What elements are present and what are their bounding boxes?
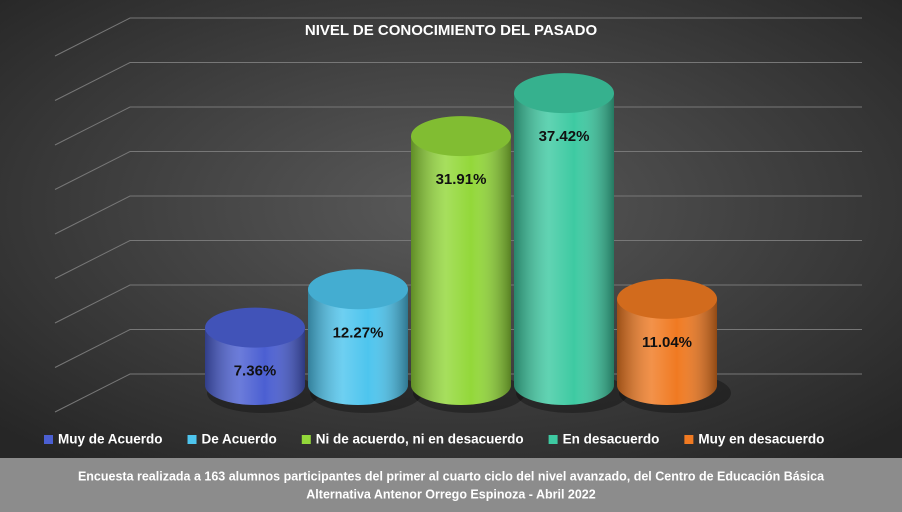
legend-swatch [548, 435, 558, 444]
legend-swatch [44, 435, 53, 444]
cylinder-top [205, 307, 305, 348]
wall-line [54, 62, 862, 101]
cylinder-top [308, 269, 408, 310]
cylinder-top-shade [308, 269, 408, 310]
cylinder-top [617, 278, 717, 319]
data-label: 31.91% [436, 171, 487, 188]
cylinder-top-shade [514, 73, 614, 114]
wall-line [54, 17, 862, 57]
cylinder-top [411, 116, 511, 157]
chart-title: NIVEL DE CONOCIMIENTO DEL PASADO [305, 22, 598, 39]
data-label: 12.27% [333, 324, 384, 341]
legend-label: De Acuerdo [202, 432, 277, 447]
legend-label: Ni de acuerdo, ni en desacuerdo [316, 432, 524, 447]
cylinder-shade [617, 298, 717, 405]
back-wall [54, 17, 862, 413]
footnote: Alternativa Antenor Orrego Espinoza - Ab… [306, 487, 595, 501]
wall-line [54, 151, 862, 190]
legend-swatch [301, 435, 311, 444]
cylinder-top-shade [411, 116, 511, 157]
cylinder-shade [308, 289, 408, 405]
data-label: 37.42% [539, 128, 590, 145]
cylinder-shade [411, 136, 511, 405]
wall-line [54, 106, 862, 146]
wall-line [54, 284, 862, 324]
data-label: 7.36% [234, 363, 277, 380]
cylinder-shade [205, 327, 305, 405]
legend-label: Muy de Acuerdo [58, 432, 163, 447]
cylinder-top [514, 73, 614, 114]
cylinder-top-shade [617, 278, 717, 319]
wall-line [54, 195, 862, 235]
legend-swatch [684, 435, 694, 444]
data-label: 11.04% [642, 334, 692, 351]
footer-band [0, 458, 902, 512]
cylinder-top-shade [205, 307, 305, 348]
legend-label: Muy en desacuerdo [698, 432, 824, 447]
footnote: Encuesta realizada a 163 alumnos partici… [78, 469, 825, 483]
cylinder-shade [514, 93, 614, 406]
legend-label: En desacuerdo [563, 432, 660, 447]
wall-line [54, 240, 862, 279]
legend-swatch [187, 435, 197, 444]
